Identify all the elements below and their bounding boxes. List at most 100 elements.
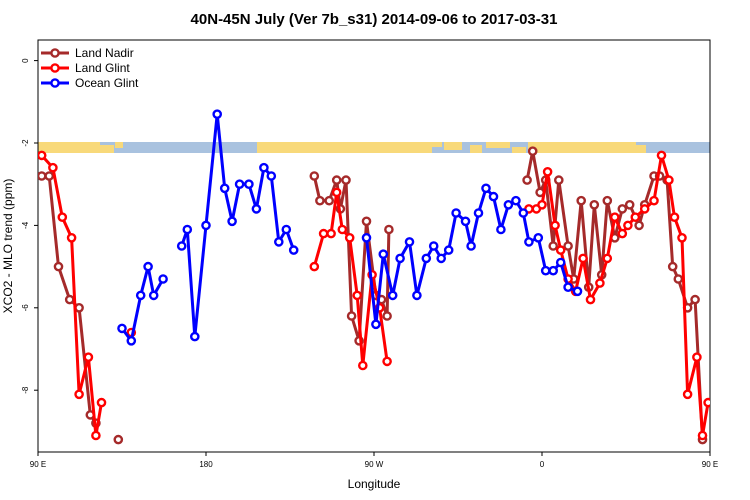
data-point-land-glint [352, 290, 363, 301]
data-point-land-glint [382, 356, 392, 367]
data-point-land-nadir [64, 294, 75, 305]
data-point-ocean-glint [443, 245, 454, 255]
data-point-ocean-glint [273, 237, 284, 247]
data-point-land-glint [623, 220, 633, 231]
legend-label: Land Nadir [75, 46, 134, 60]
data-point-land-glint [357, 360, 368, 371]
data-point-land-nadir [38, 171, 47, 181]
data-point-ocean-glint [378, 249, 389, 259]
data-point-ocean-glint [189, 331, 200, 342]
map-land-block [470, 145, 482, 153]
data-point-land-glint [38, 150, 47, 161]
data-point-ocean-glint [158, 274, 168, 284]
y-tick-label: -6 [21, 304, 30, 312]
y-axis: 0 -2 -4 -6 -8 [21, 58, 38, 394]
data-point-land-nadir [113, 434, 124, 445]
data-point-land-nadir [384, 224, 394, 235]
data-point-ocean-glint [466, 241, 476, 251]
data-point-ocean-glint [404, 237, 415, 247]
y-tick-label: 0 [21, 58, 30, 63]
data-point-land-glint [697, 430, 708, 441]
map-land-block [528, 142, 636, 153]
data-point-land-glint [550, 220, 560, 231]
map-land-block [486, 142, 510, 148]
data-point-ocean-glint [548, 265, 559, 276]
series-layer [38, 109, 750, 445]
data-point-ocean-glint [533, 232, 544, 243]
data-point-ocean-glint [288, 245, 299, 255]
data-point-land-glint [664, 175, 674, 185]
data-point-land-nadir [554, 175, 564, 185]
data-point-land-glint [578, 253, 588, 264]
x-tick-label: 90 E [702, 460, 718, 469]
legend-label: Land Glint [75, 61, 130, 75]
legend-marker [50, 63, 60, 73]
data-point-ocean-glint [371, 319, 381, 330]
data-point-land-nadir [624, 199, 635, 210]
data-point-land-glint [74, 389, 84, 400]
data-point-ocean-glint [176, 241, 187, 251]
data-point-ocean-glint [412, 290, 422, 301]
data-point-ocean-glint [428, 241, 439, 251]
data-point-ocean-glint [436, 253, 447, 264]
data-point-ocean-glint [496, 224, 506, 235]
data-point-land-nadir [324, 195, 335, 206]
data-point-land-glint [677, 232, 687, 243]
series-line-land-glint [528, 153, 710, 437]
data-point-land-glint [57, 212, 68, 222]
data-point-ocean-glint [227, 216, 237, 227]
y-tick-label: -4 [21, 221, 30, 229]
data-point-ocean-glint [219, 183, 230, 194]
data-point-land-nadir [667, 261, 678, 272]
data-point-ocean-glint [524, 237, 534, 247]
data-point-land-nadir [589, 199, 600, 210]
data-point-land-glint [96, 397, 107, 408]
data-point-land-glint [692, 352, 702, 363]
data-point-ocean-glint [555, 257, 566, 268]
data-point-land-glint [326, 228, 336, 239]
data-point-ocean-glint [266, 171, 277, 181]
x-tick-label: 0 [540, 460, 545, 469]
data-point-ocean-glint [511, 195, 521, 206]
x-tick-label: 180 [199, 460, 213, 469]
data-point-land-glint [83, 352, 94, 363]
data-point-ocean-glint [251, 204, 262, 214]
data-point-land-nadir [44, 171, 55, 181]
data-point-land-nadir [527, 146, 538, 156]
world-map-strip [38, 142, 710, 153]
data-point-ocean-glint [201, 220, 211, 231]
y-tick-label: -2 [21, 139, 30, 147]
data-point-ocean-glint [451, 208, 461, 218]
data-point-ocean-glint [143, 261, 153, 272]
data-point-land-glint [337, 224, 348, 235]
data-point-land-nadir [74, 302, 84, 313]
data-point-land-nadir [522, 175, 532, 185]
data-point-land-nadir [690, 294, 700, 305]
data-point-ocean-glint [395, 253, 405, 264]
data-point-land-glint [630, 212, 641, 222]
data-point-land-nadir [346, 311, 357, 321]
data-point-ocean-glint [234, 179, 245, 189]
data-point-land-glint [595, 278, 605, 288]
map-land-block [38, 142, 100, 153]
series-line-ocean-glint [727, 267, 750, 341]
data-point-land-glint [639, 204, 650, 214]
data-point-ocean-glint [281, 224, 292, 235]
x-axis: 90 E 180 90 W 0 90 E [30, 452, 718, 469]
data-point-ocean-glint [212, 109, 222, 119]
data-point-land-glint [734, 329, 741, 336]
data-point-land-nadir [315, 195, 325, 206]
legend-item-land-glint: Land Glint [41, 61, 130, 75]
data-point-land-glint [318, 228, 329, 239]
map-land-block [512, 147, 526, 153]
data-point-land-glint [66, 232, 77, 243]
x-axis-label: Longitude [348, 477, 401, 491]
data-point-land-nadir [382, 311, 392, 321]
data-point-ocean-glint [421, 253, 432, 264]
data-point-land-nadir [602, 195, 613, 206]
data-point-land-glint [682, 389, 693, 400]
map-land-block [115, 142, 123, 148]
series-line-land-glint [40, 154, 103, 437]
legend-marker [50, 48, 60, 58]
